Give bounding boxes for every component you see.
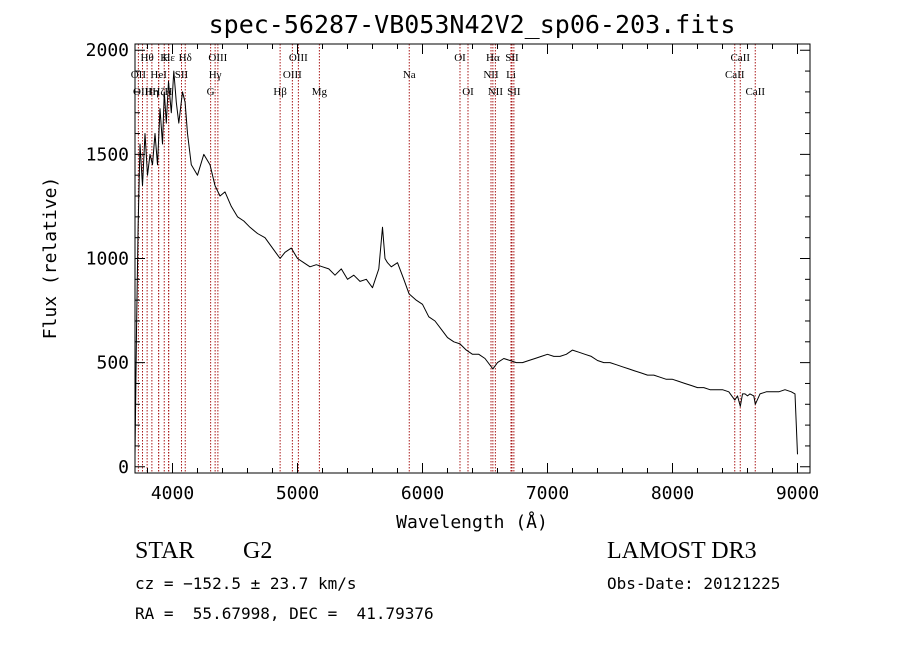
line-label: Hβ — [273, 86, 287, 98]
line-label: NII — [488, 86, 504, 98]
line-label: CaII — [730, 52, 750, 64]
line-label: CaII — [745, 86, 765, 98]
x-tick-label: 9000 — [776, 483, 819, 504]
survey-name: LAMOST DR3 — [607, 538, 757, 564]
spectrum-series-line — [134, 70, 798, 457]
line-labels: HθOIIOIIIHηHeIHζKHHεSIIHδGHγOIIIHβOIIIOI… — [131, 52, 766, 98]
line-label: Na — [403, 69, 416, 81]
line-label: Hθ — [141, 52, 154, 64]
line-label: NII — [483, 69, 499, 81]
line-label: Hδ — [179, 52, 192, 64]
line-label: Mg — [312, 86, 328, 98]
y-tick-label: 500 — [96, 353, 129, 374]
spectral-subclass: G2 — [243, 538, 273, 564]
line-label: Hη — [145, 86, 159, 98]
line-label: HeI — [150, 69, 167, 81]
y-axis-label: Flux (relative) — [40, 177, 61, 340]
line-label: Hε — [162, 52, 175, 64]
x-tick-label: 5000 — [276, 483, 319, 504]
line-label: SII — [507, 86, 521, 98]
plot-frame — [134, 43, 811, 474]
line-label: G — [207, 86, 215, 98]
line-label: H — [165, 86, 173, 98]
line-label: OIII — [133, 86, 152, 98]
line-label: OIII — [208, 52, 227, 64]
y-axis: 0 500 1000 1500 2000 — [86, 40, 810, 478]
observation-date: Obs-Date: 20121225 — [607, 574, 781, 593]
x-tick-label: 4000 — [151, 483, 194, 504]
chart-title: spec-56287-VB053N42V2_sp06-203.fits — [209, 10, 736, 39]
line-label: CaII — [725, 69, 745, 81]
object-class: STAR — [135, 538, 195, 564]
line-label: Li — [506, 69, 516, 81]
y-tick-label: 2000 — [86, 40, 129, 61]
line-label: OI — [454, 52, 466, 64]
x-tick-label: 7000 — [526, 483, 569, 504]
coordinates-readout: RA = 55.67998, DEC = 41.79376 — [135, 604, 434, 623]
x-tick-label: 8000 — [651, 483, 694, 504]
x-tick-label: 6000 — [401, 483, 444, 504]
redshift-readout: cz = −152.5 ± 23.7 km/s — [135, 574, 357, 593]
line-label: OIII — [283, 69, 302, 81]
line-label: Hγ — [209, 69, 222, 81]
line-label: Hα — [486, 52, 500, 64]
x-axis-label: Wavelength (Å) — [396, 511, 548, 533]
line-markers — [137, 44, 756, 473]
line-label: OI — [462, 86, 474, 98]
y-tick-label: 1500 — [86, 144, 129, 165]
line-label: Hζ — [152, 86, 165, 98]
line-label: OIII — [289, 52, 308, 64]
x-axis: 4000 5000 6000 7000 8000 9000 — [147, 44, 819, 504]
line-label: SII — [505, 52, 519, 64]
y-tick-label: 0 — [118, 457, 129, 478]
line-label: K — [160, 52, 168, 64]
line-label: SII — [175, 69, 189, 81]
y-tick-label: 1000 — [86, 249, 129, 270]
